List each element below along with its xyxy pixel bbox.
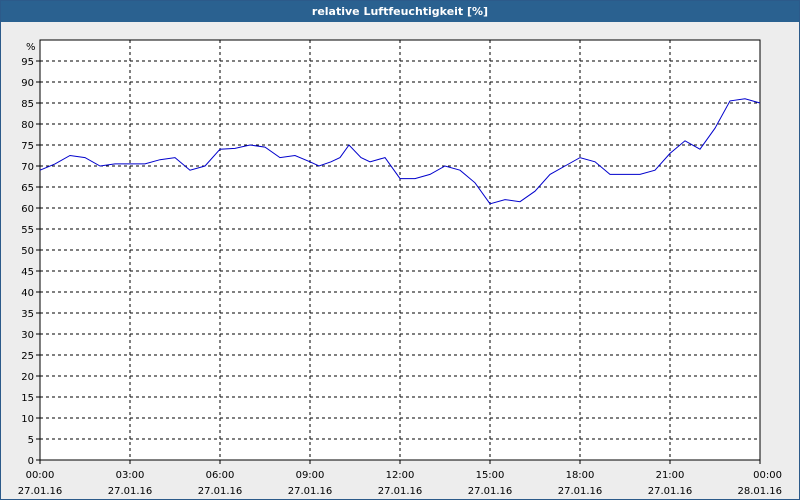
- grid-lines: [40, 40, 760, 460]
- y-tick-label-4: 20: [21, 372, 34, 383]
- x-tick-time-6: 18:00: [566, 470, 595, 481]
- y-tick-label-19: 95: [21, 57, 34, 68]
- y-tick-label-3: 15: [21, 393, 34, 404]
- series-line-humidity: [39, 98, 761, 205]
- y-tick-label-15: 75: [21, 141, 34, 152]
- y-tick-label-1: 5: [28, 435, 34, 446]
- x-tick-date-2: 27.01.16: [198, 486, 243, 497]
- y-tick-label-16: 80: [21, 120, 34, 131]
- x-tick-date-5: 27.01.16: [468, 486, 513, 497]
- x-tick-date-6: 27.01.16: [558, 486, 603, 497]
- y-tick-label-12: 60: [21, 204, 34, 215]
- y-tick-label-6: 30: [21, 330, 34, 341]
- x-tick-time-5: 15:00: [476, 470, 505, 481]
- y-axis-unit-label: %: [26, 42, 36, 53]
- y-tick-label-11: 55: [21, 225, 34, 236]
- y-tick-label-13: 65: [21, 183, 34, 194]
- y-tick-label-5: 25: [21, 351, 34, 362]
- x-tick-time-0: 00:00: [26, 470, 55, 481]
- y-tick-label-7: 35: [21, 309, 34, 320]
- x-tick-time-1: 03:00: [116, 470, 145, 481]
- y-tick-label-0: 0: [28, 456, 34, 467]
- x-tick-time-7: 21:00: [656, 470, 685, 481]
- x-tick-date-4: 27.01.16: [378, 486, 423, 497]
- y-tick-label-8: 40: [21, 288, 34, 299]
- x-tick-date-3: 27.01.16: [288, 486, 333, 497]
- x-tick-date-8: 28.01.16: [737, 486, 782, 497]
- chart-title: relative Luftfeuchtigkeit [%]: [1, 1, 799, 22]
- y-tick-label-10: 50: [21, 246, 34, 257]
- y-tick-label-2: 10: [21, 414, 34, 425]
- x-tick-date-1: 27.01.16: [108, 486, 153, 497]
- x-tick-time-4: 12:00: [386, 470, 415, 481]
- y-tick-label-14: 70: [21, 162, 34, 173]
- x-tick-date-0: 27.01.16: [18, 486, 63, 497]
- x-axis-ticks: 00:00 27.01.16 03:00 27.01.16 06:00 27.01.16 0…: [18, 460, 782, 497]
- x-tick-time-8: 00:00: [753, 470, 782, 481]
- y-tick-label-18: 90: [21, 78, 34, 89]
- x-tick-time-2: 06:00: [206, 470, 235, 481]
- x-tick-date-7: 27.01.16: [648, 486, 693, 497]
- y-tick-label-9: 45: [21, 267, 34, 278]
- x-tick-time-3: 09:00: [296, 470, 325, 481]
- y-tick-label-17: 85: [21, 99, 34, 110]
- y-axis-ticks: 0 5 10 15 20 25 30 35 40 45 50 55 60 65 70 75 80 85 90 95: [21, 57, 40, 467]
